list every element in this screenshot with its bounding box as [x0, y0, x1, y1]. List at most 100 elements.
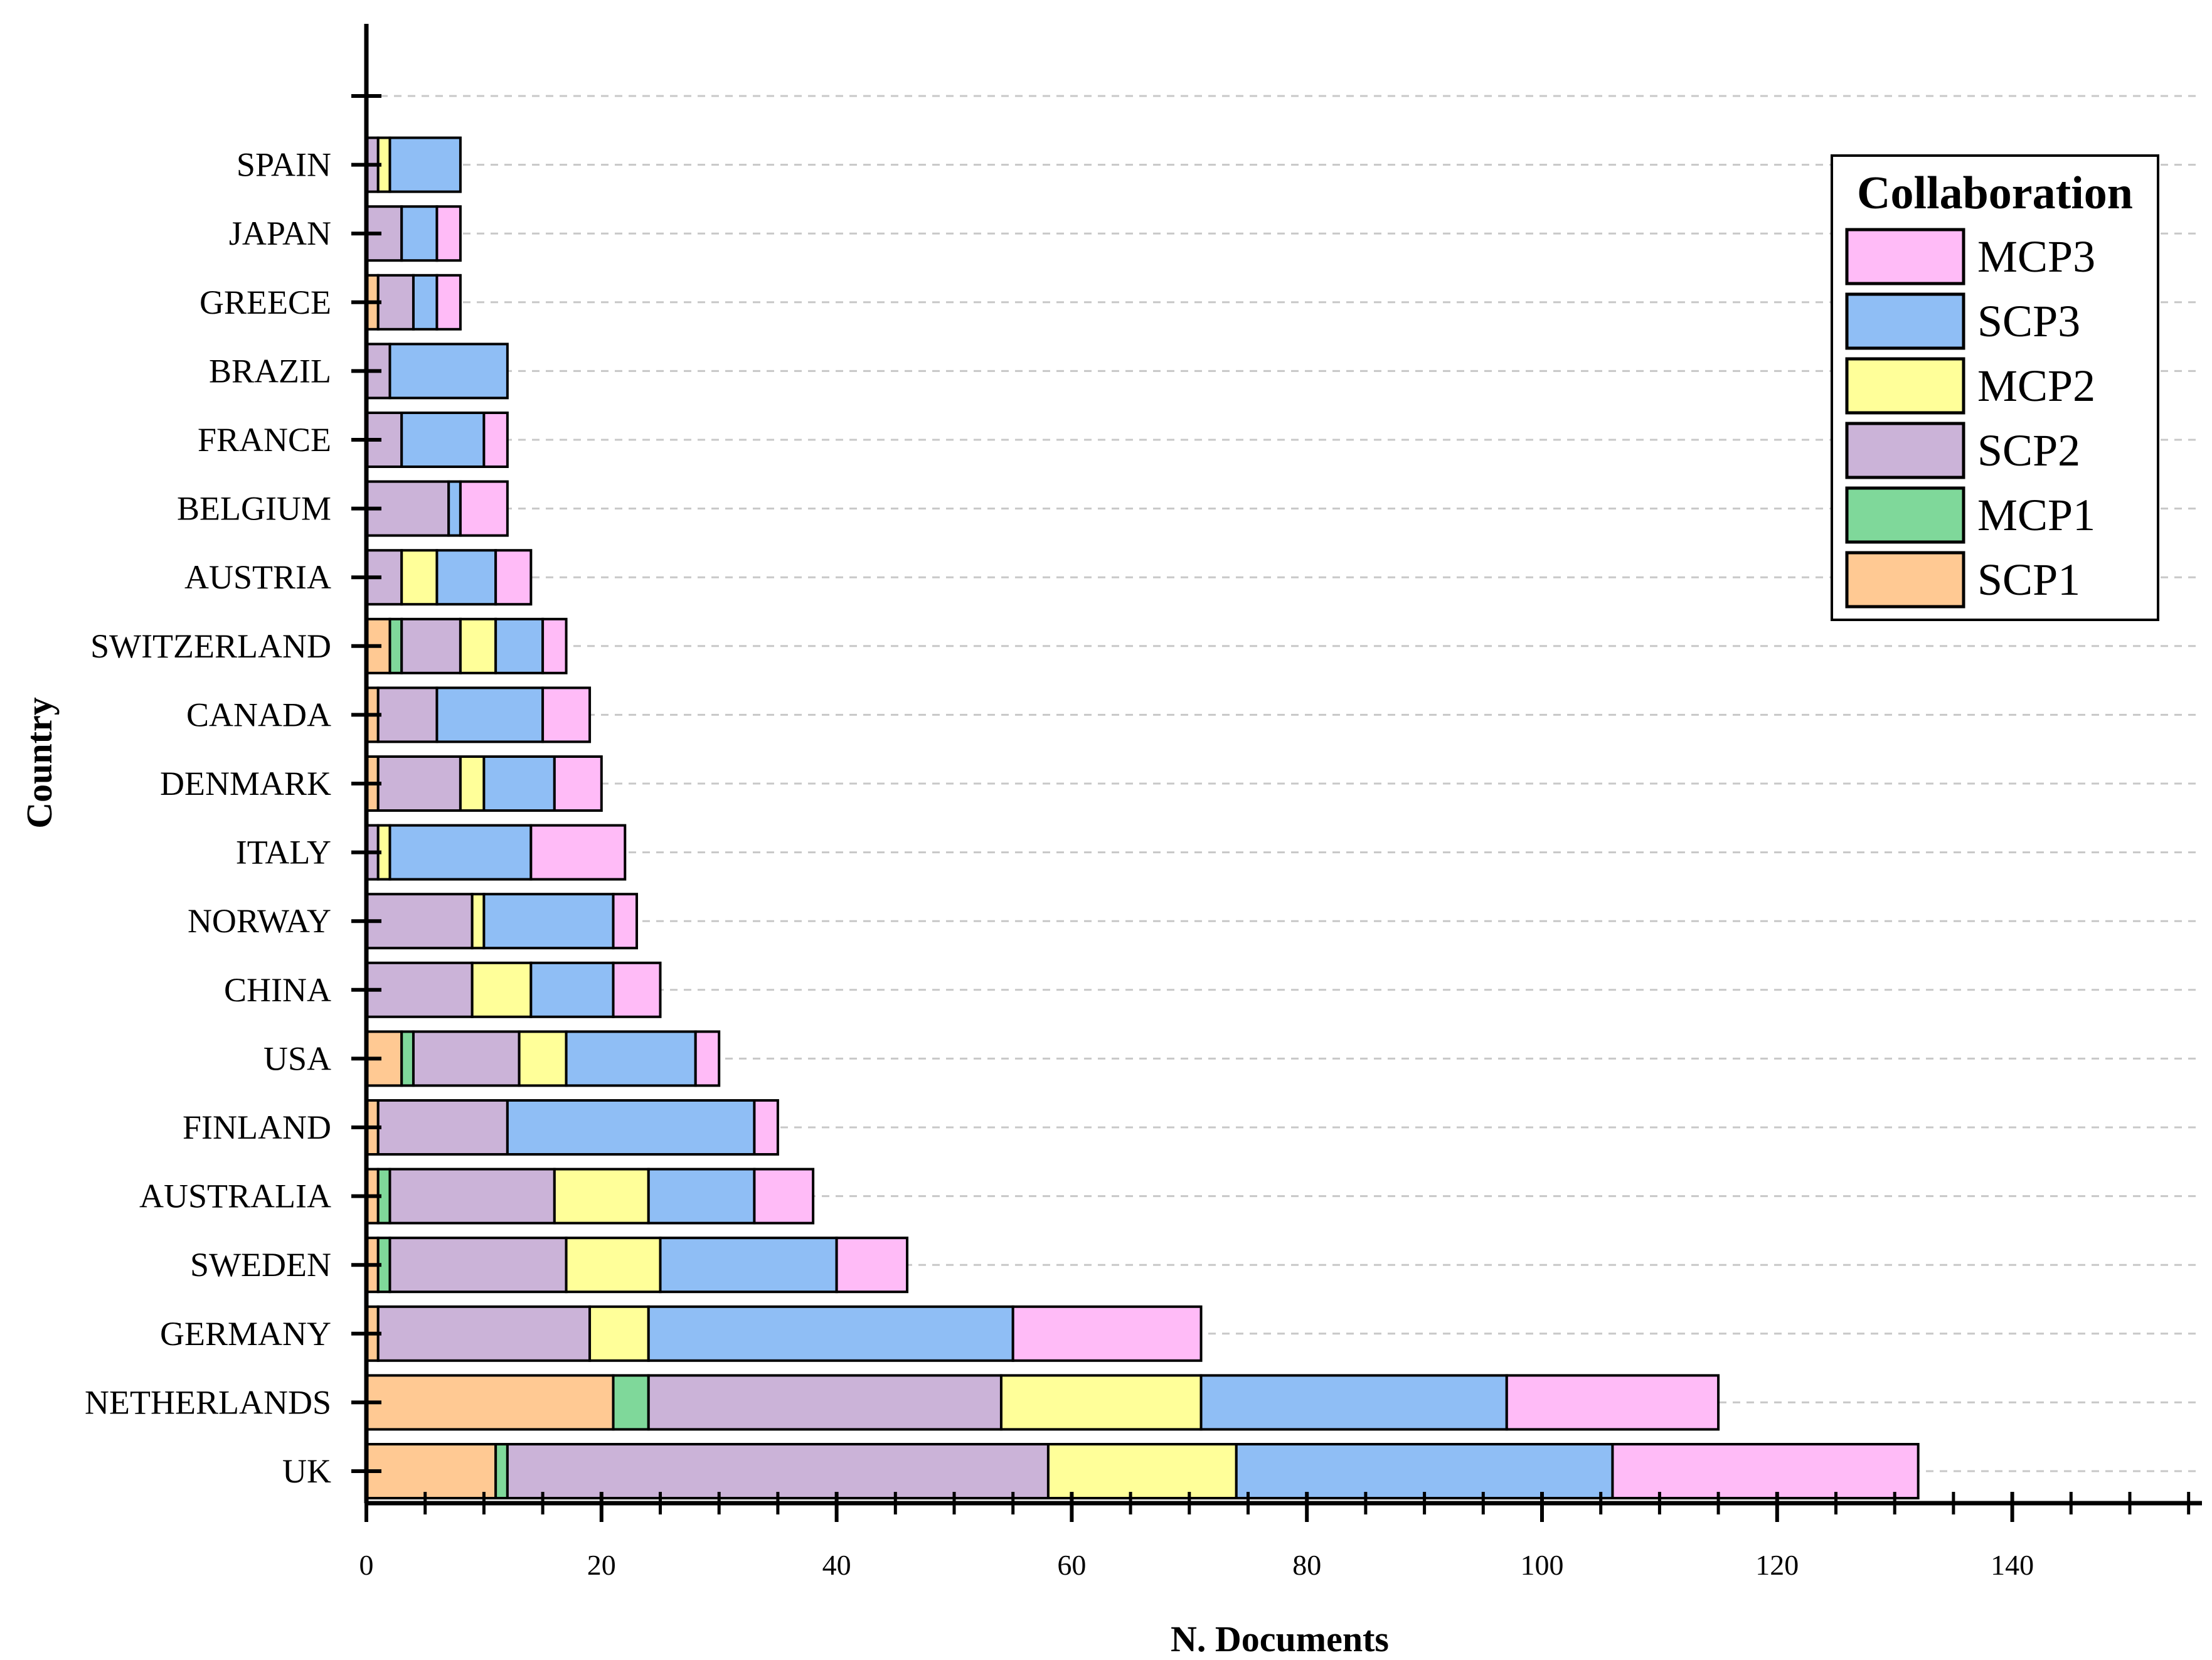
bar-segment-scp3 [506, 1099, 756, 1156]
bar-segment-scp3 [482, 755, 556, 812]
x-tick-label: 20 [587, 1549, 616, 1581]
category-label: JAPAN [229, 215, 331, 252]
bar-segment-scp3 [1199, 1374, 1508, 1431]
bar-segment-mcp2 [459, 755, 486, 812]
bar-segment-mcp2 [999, 1374, 1203, 1431]
bar-segment-mcp2 [588, 1305, 650, 1362]
legend-swatch-scp3 [1845, 292, 1965, 350]
legend-swatch-scp2 [1845, 422, 1965, 479]
category-label: SWEDEN [190, 1246, 331, 1284]
bar-segment-mcp2 [518, 1030, 568, 1087]
category-label: SPAIN [237, 146, 331, 184]
bar-segment-scp2 [400, 617, 462, 674]
axis-labels: UK NETHERLANDS GERMANY SWEDEN AUSTRALIA FINLA… [85, 146, 2034, 1581]
category-label: AUSTRIA [184, 558, 331, 596]
bar-segment-mcp3 [553, 755, 603, 812]
bar-segment-scp1 [365, 1374, 615, 1431]
bar-segment-scp1 [365, 1443, 497, 1499]
bars [365, 136, 1920, 1499]
bar-segment-mcp3 [753, 1099, 779, 1156]
bar-segment-mcp3 [529, 824, 627, 881]
legend: Collaboration MCP3 SCP3 MCP2 SCP2 MCP1 SCP1 [1831, 154, 2159, 621]
bar-segment-mcp3 [612, 893, 639, 950]
legend-swatch-mcp1 [1845, 486, 1965, 544]
bar-segment-scp3 [647, 1305, 1014, 1362]
category-label: DENMARK [160, 765, 331, 802]
bar-segment-scp2 [647, 1374, 1002, 1431]
legend-items: MCP3 SCP3 MCP2 SCP2 MCP1 SCP1 [1845, 228, 2095, 609]
category-label: USA [263, 1040, 331, 1077]
legend-label: MCP2 [1977, 361, 2095, 411]
bar-segment-scp2 [376, 1305, 592, 1362]
legend-title: Collaboration [1857, 168, 2133, 219]
bar-segment-scp3 [447, 480, 462, 537]
bar-segment-mcp3 [753, 1168, 815, 1225]
legend-swatch-mcp3 [1845, 228, 1965, 285]
category-label: BELGIUM [177, 490, 331, 528]
bar-segment-mcp3 [835, 1237, 909, 1294]
category-label: CHINA [224, 971, 331, 1009]
legend-label: SCP3 [1977, 296, 2080, 346]
x-tick-label: 0 [359, 1549, 374, 1581]
gridlines [366, 95, 2202, 1472]
legend-label: MCP1 [1977, 490, 2095, 540]
bar-segment-mcp1 [494, 1443, 509, 1499]
bar-segment-scp2 [376, 686, 439, 743]
category-label: GREECE [199, 284, 331, 321]
bar-segment-mcp3 [435, 274, 462, 331]
bar-segment-mcp3 [494, 549, 533, 606]
category-label: BRAZIL [209, 352, 331, 390]
bar-segment-mcp1 [400, 1030, 415, 1087]
category-label: SWITZERLAND [90, 627, 331, 665]
bar-segment-scp2 [506, 1443, 1050, 1499]
x-tick-label: 40 [822, 1549, 851, 1581]
bar-segment-scp3 [435, 686, 545, 743]
category-label: ITALY [236, 834, 331, 871]
bar-segment-mcp2 [471, 893, 486, 950]
x-tick-label: 80 [1292, 1549, 1321, 1581]
category-label: GERMANY [160, 1315, 331, 1353]
legend-label: MCP3 [1977, 231, 2095, 282]
bar-segment-scp3 [388, 343, 509, 400]
category-label: FRANCE [198, 421, 331, 459]
bar-segment-scp3 [529, 961, 615, 1018]
bar-segment-mcp2 [459, 617, 497, 674]
legend-swatch-scp1 [1845, 551, 1965, 609]
x-tick-label: 100 [1521, 1549, 1564, 1581]
bar-segment-mcp3 [541, 686, 592, 743]
bar-segment-scp2 [365, 961, 474, 1018]
x-axis-title: N. Documents [1171, 1619, 1389, 1659]
bar-segment-scp2 [376, 755, 462, 812]
bar-segment-mcp3 [482, 412, 509, 468]
bar-segment-scp3 [659, 1237, 838, 1294]
bar-segment-scp3 [435, 549, 497, 606]
bar-segment-mcp3 [694, 1030, 721, 1087]
bar-segment-scp2 [388, 1237, 568, 1294]
bar-segment-scp3 [412, 274, 439, 331]
legend-label: SCP1 [1977, 555, 2080, 605]
axes [351, 24, 2202, 1522]
bar-segment-mcp3 [541, 617, 568, 674]
x-tick-label: 60 [1057, 1549, 1086, 1581]
bar-segment-scp3 [647, 1168, 756, 1225]
bar-segment-scp2 [376, 274, 415, 331]
bar-segment-mcp3 [1611, 1443, 1920, 1499]
bar-segment-scp3 [388, 136, 462, 193]
bar-segment-scp3 [482, 893, 615, 950]
bar-segment-mcp1 [388, 617, 403, 674]
x-tick-label: 140 [1991, 1549, 2034, 1581]
category-label: NETHERLANDS [85, 1383, 331, 1421]
bar-segment-mcp3 [435, 205, 462, 262]
bar-segment-scp2 [412, 1030, 521, 1087]
x-tick-label: 120 [1755, 1549, 1799, 1581]
category-label: FINLAND [183, 1109, 331, 1146]
bar-segment-scp3 [388, 824, 533, 881]
bar-segment-mcp3 [612, 961, 662, 1018]
bar-segment-mcp2 [400, 549, 439, 606]
bar-segment-mcp2 [565, 1237, 662, 1294]
bar-segment-scp3 [494, 617, 545, 674]
bar-segment-scp2 [388, 1168, 556, 1225]
bar-segment-scp3 [1235, 1443, 1614, 1499]
